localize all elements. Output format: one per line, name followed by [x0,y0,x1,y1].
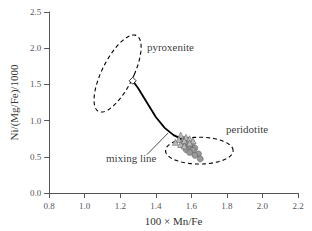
svg-text:2.2: 2.2 [292,201,303,211]
svg-text:2.0: 2.0 [30,43,42,53]
svg-text:1.0: 1.0 [30,116,42,126]
svg-text:1.5: 1.5 [30,79,42,89]
svg-text:Ni/(Mg/Fe)/1000: Ni/(Mg/Fe)/1000 [8,64,21,140]
svg-text:1.2: 1.2 [115,201,126,211]
svg-text:pyroxenite: pyroxenite [147,41,194,53]
svg-text:1.8: 1.8 [221,201,233,211]
svg-text:0.8: 0.8 [44,201,56,211]
svg-text:0.5: 0.5 [30,152,42,162]
svg-text:2.0: 2.0 [257,201,269,211]
svg-text:1.6: 1.6 [186,201,198,211]
svg-text:2.5: 2.5 [30,7,42,17]
svg-text:1.0: 1.0 [79,201,91,211]
svg-text:1.4: 1.4 [150,201,162,211]
svg-text:peridotite: peridotite [226,123,268,135]
svg-text:0.0: 0.0 [30,188,42,198]
svg-text:100 × Mn/Fe: 100 × Mn/Fe [145,215,203,227]
svg-text:mixing line: mixing line [106,152,157,164]
